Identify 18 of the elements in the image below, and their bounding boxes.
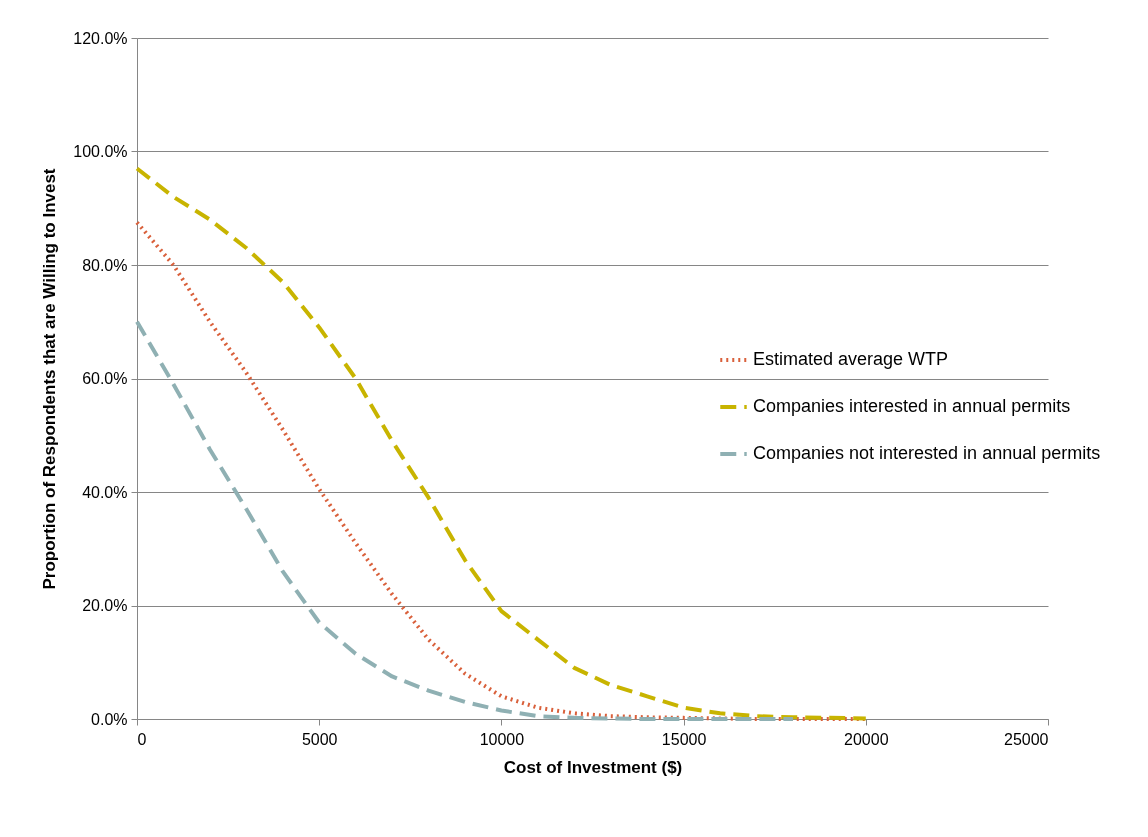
- x-axis-title: Cost of Investment ($): [503, 757, 683, 777]
- x-tick-label: 10000: [479, 730, 525, 748]
- x-tick-label: 0: [137, 730, 147, 748]
- y-tick-label: 100.0%: [73, 143, 128, 160]
- legend-label: Estimated average WTP: [753, 348, 949, 369]
- y-axis-title: Proportion of Respondents that are Willing to Invest: [40, 168, 60, 590]
- y-tick-label: 120.0%: [73, 29, 128, 47]
- x-tick-label: 25000: [1004, 730, 1049, 748]
- y-tick-label: 80.0%: [82, 256, 128, 274]
- y-tick-label: 20.0%: [82, 597, 128, 614]
- legend-label: Companies interested in annual permits: [753, 395, 1071, 416]
- y-tick-label: 40.0%: [82, 483, 128, 501]
- x-tick-label: 20000: [844, 730, 889, 748]
- x-tick-label: 15000: [661, 730, 707, 748]
- y-tick-label: 0.0%: [91, 710, 128, 728]
- legend-label: Companies not interested in annual permits: [753, 442, 1101, 463]
- y-tick-label: 60.0%: [82, 370, 128, 387]
- x-tick-label: 5000: [301, 730, 338, 748]
